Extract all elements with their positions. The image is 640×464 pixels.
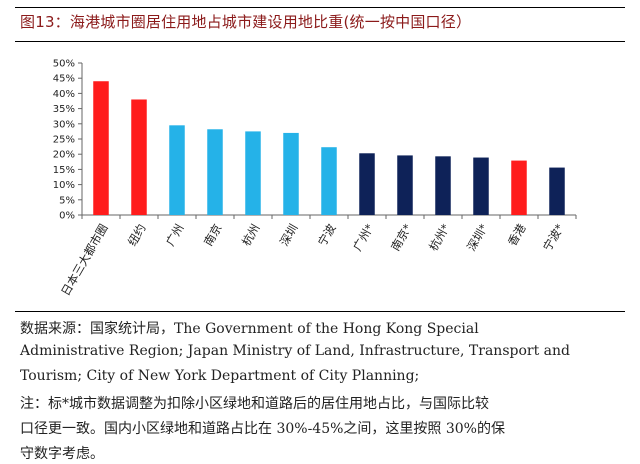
chart-title: 图13：海港城市圈居住用地占城市建设用地比重(统一按中国口径） bbox=[20, 13, 472, 31]
bar bbox=[93, 81, 109, 216]
bar bbox=[131, 99, 147, 215]
source-note-line-1: 数据来源：国家统计局，The Government of the Hong Ko… bbox=[20, 321, 479, 337]
x-category-label: 南京* bbox=[388, 221, 415, 253]
y-tick-label: 0% bbox=[59, 211, 75, 222]
y-tick-label: 40% bbox=[53, 89, 75, 100]
bar bbox=[169, 125, 185, 215]
bar bbox=[511, 160, 527, 215]
bar bbox=[245, 131, 261, 215]
bar bbox=[359, 153, 375, 215]
x-category-label: 深圳 bbox=[277, 222, 301, 249]
y-tick-label: 5% bbox=[59, 195, 75, 206]
x-category-label: 日本三大都市圈 bbox=[58, 222, 110, 299]
bar bbox=[321, 147, 337, 215]
x-category-label: 深圳* bbox=[464, 221, 491, 253]
bar bbox=[435, 156, 451, 215]
x-category-label: 广州 bbox=[163, 222, 187, 249]
x-category-label: 杭州 bbox=[239, 222, 263, 249]
x-category-label: 纽约 bbox=[125, 222, 149, 249]
x-category-label: 香港 bbox=[505, 221, 529, 248]
y-tick-label: 10% bbox=[53, 180, 75, 191]
y-tick-label: 30% bbox=[53, 119, 75, 130]
footnote-line-1: 注：标*城市数据调整为扣除小区绿地和道路后的居住用地占比，与国际比较 bbox=[20, 396, 489, 412]
footnote-line-2: 口径更一致。国内小区绿地和道路占比在 30%-45%之间，这里按照 30%的保 bbox=[20, 421, 505, 437]
bar bbox=[283, 132, 299, 215]
x-category-label: 杭州* bbox=[426, 221, 453, 253]
bar bbox=[549, 167, 565, 215]
source-note-line-3: Tourism; City of New York Department of … bbox=[20, 368, 420, 384]
y-tick-label: 25% bbox=[53, 135, 75, 146]
y-tick-label: 15% bbox=[53, 165, 75, 176]
title-rule bbox=[15, 41, 625, 42]
x-category-label: 广州* bbox=[350, 221, 377, 253]
source-rule bbox=[15, 311, 625, 312]
y-tick-label: 50% bbox=[53, 59, 75, 70]
y-tick-label: 35% bbox=[53, 104, 75, 115]
y-tick-label: 20% bbox=[53, 150, 75, 161]
top-rule bbox=[15, 7, 625, 8]
bar bbox=[397, 155, 413, 215]
source-note-line-2: Administrative Region; Japan Ministry of… bbox=[20, 343, 570, 359]
bar bbox=[207, 129, 223, 215]
x-category-label: 南京 bbox=[201, 222, 225, 249]
bar-chart: 0% 5% 10% 15% 20% 25% 30% 35% 40% 45% 50% 日本三大都市圈 纽约… bbox=[53, 59, 577, 299]
y-tick-label: 45% bbox=[53, 74, 75, 85]
footnote-line-3: 守数字考虑。 bbox=[20, 446, 104, 462]
x-category-label: 宁波 bbox=[315, 221, 339, 248]
bar bbox=[473, 157, 489, 215]
x-category-label: 宁波* bbox=[540, 221, 567, 253]
